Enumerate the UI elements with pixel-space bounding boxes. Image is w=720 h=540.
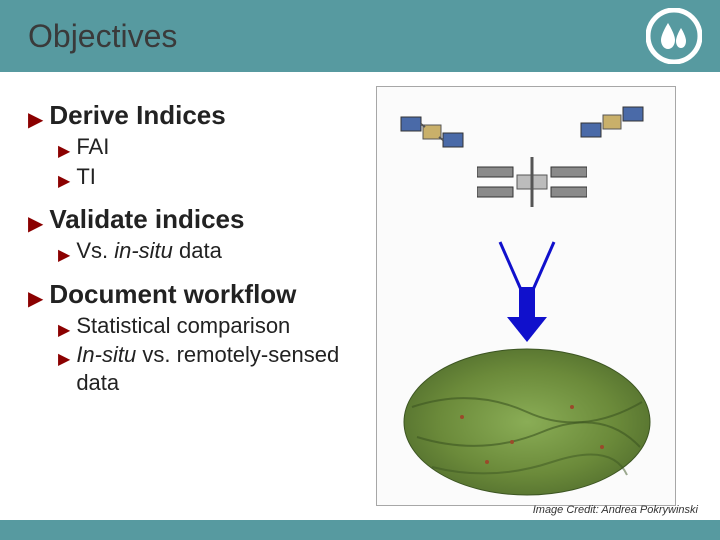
objective-3: ▶ Document workflow	[28, 279, 362, 310]
objective-2-label: Validate indices	[49, 204, 244, 235]
t: data	[173, 238, 222, 263]
graphic-panel	[370, 72, 720, 520]
objective-3-label: Document workflow	[49, 279, 296, 310]
label: In-situ vs. remotely-sensed data	[76, 341, 362, 396]
algae-image	[402, 347, 652, 497]
objectives-list: ▶ Derive Indices ▶ FAI ▶ TI ▶ Validate i…	[0, 72, 370, 520]
label: Statistical comparison	[76, 312, 290, 340]
bullet-icon: ▶	[58, 174, 70, 190]
objective-1-sub2: ▶ TI	[58, 163, 362, 191]
t: in-situ	[114, 238, 173, 263]
objective-1-sub1: ▶ FAI	[58, 133, 362, 161]
objective-2: ▶ Validate indices	[28, 204, 362, 235]
satellite-icon	[397, 107, 467, 157]
objective-3-sub1: ▶ Statistical comparison	[58, 312, 362, 340]
bullet-icon: ▶	[58, 323, 70, 339]
t: Vs.	[76, 238, 114, 263]
objective-2-sub1: ▶ Vs. in-situ data	[58, 237, 362, 265]
objective-1: ▶ Derive Indices	[28, 100, 362, 131]
bullet-icon: ▶	[58, 352, 70, 368]
label: FAI	[76, 133, 109, 161]
water-drop-logo	[646, 8, 702, 64]
bullet-icon: ▶	[28, 289, 43, 309]
bullet-icon: ▶	[28, 110, 43, 130]
bullet-icon: ▶	[28, 214, 43, 234]
slide-header: Objectives	[0, 0, 720, 72]
slide-body: ▶ Derive Indices ▶ FAI ▶ TI ▶ Validate i…	[0, 72, 720, 520]
graphic-frame	[376, 86, 676, 506]
image-credit: Image Credit: Andrea Pokrywinski	[533, 504, 698, 516]
slide-title: Objectives	[28, 18, 177, 55]
down-arrow-icon	[492, 237, 562, 352]
objective-1-label: Derive Indices	[49, 100, 225, 131]
bullet-icon: ▶	[58, 144, 70, 160]
t: In-situ	[76, 342, 136, 367]
satellite-icon	[577, 97, 647, 147]
space-station-icon	[477, 147, 587, 217]
bullet-icon: ▶	[58, 248, 70, 264]
objective-3-sub2: ▶ In-situ vs. remotely-sensed data	[58, 341, 362, 396]
label: TI	[76, 163, 96, 191]
label: Vs. in-situ data	[76, 237, 222, 265]
